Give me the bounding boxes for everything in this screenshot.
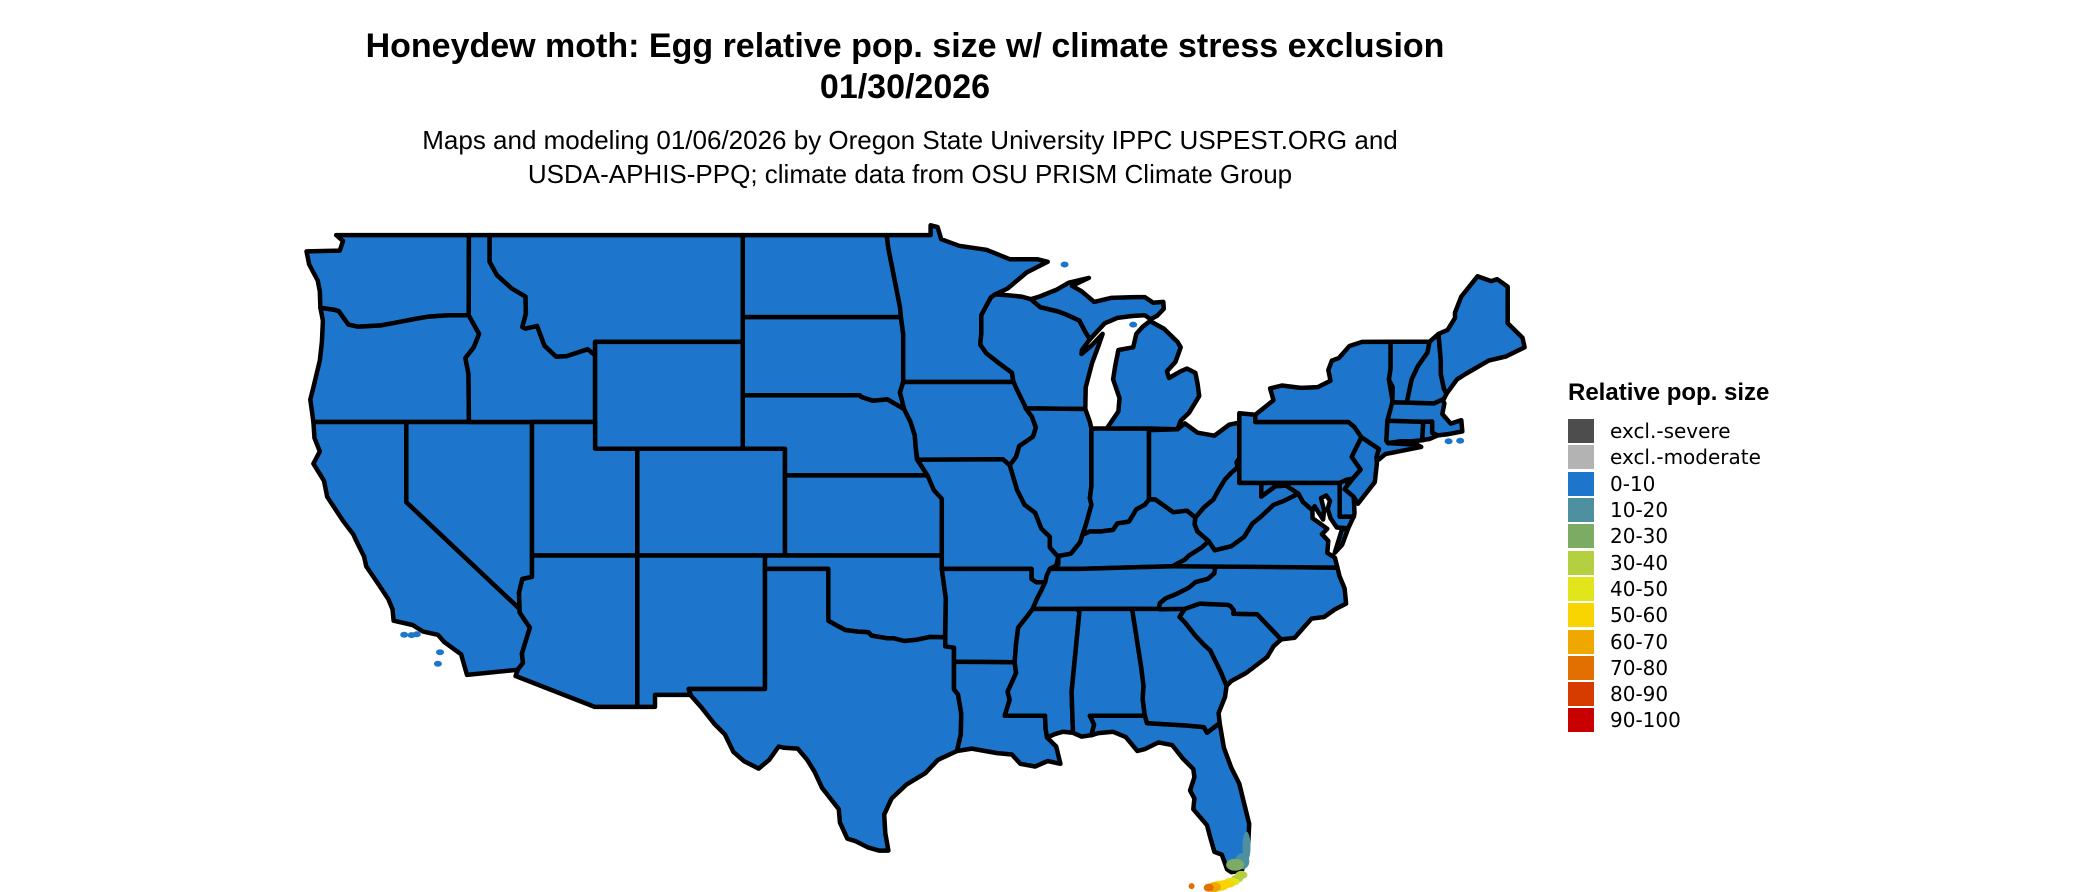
hotspot-florida-tip [1226, 858, 1245, 871]
legend-title: Relative pop. size [1568, 379, 1770, 406]
legend-label: excl.-moderate [1610, 445, 1761, 470]
legend-label: 60-70 [1610, 629, 1669, 654]
legend-label: 70-80 [1610, 655, 1669, 680]
state-miu [1028, 275, 1167, 342]
legend-color-swatch [1568, 655, 1594, 680]
state-wy [592, 339, 746, 451]
island [412, 631, 421, 638]
legend-color-swatch [1568, 445, 1594, 470]
legend-entry: excl.-moderate [1568, 444, 1769, 470]
state-nm [635, 553, 768, 710]
legend-color-swatch [1568, 498, 1594, 523]
legend-color-swatch [1568, 708, 1594, 733]
legend-color-swatch [1568, 524, 1594, 549]
legend-entry: 80-90 [1568, 681, 1769, 707]
island [1060, 261, 1069, 268]
island [1129, 321, 1138, 328]
legend-entries: excl.-severe excl.-moderate 0-10 10-20 20-30… [1568, 418, 1769, 734]
legend-label: 90-100 [1610, 708, 1681, 733]
state-nd [740, 232, 904, 320]
state-tx [686, 566, 964, 853]
legend-entry: 70-80 [1568, 655, 1769, 681]
state-or [308, 305, 482, 425]
state-fl [1087, 713, 1252, 875]
state-ct [1384, 418, 1426, 446]
legend-color-swatch [1568, 576, 1594, 601]
legend-entry: excl.-severe [1568, 418, 1769, 444]
island [1444, 438, 1453, 445]
legend-entry: 20-30 [1568, 523, 1769, 549]
legend-label: 30-40 [1610, 550, 1669, 575]
legend-entry: 10-20 [1568, 497, 1769, 523]
legend-label: 10-20 [1610, 498, 1669, 523]
legend-label: 20-30 [1610, 524, 1669, 549]
hotspot-key-west [1203, 883, 1214, 892]
legend-color-swatch [1568, 682, 1594, 707]
legend-label: 40-50 [1610, 576, 1669, 601]
state-co [635, 446, 788, 558]
island [1456, 437, 1465, 444]
island [433, 660, 442, 667]
map-attribution: Maps and modeling 01/06/2026 by Oregon S… [422, 123, 1398, 191]
legend-entry: 50-60 [1568, 602, 1769, 628]
map-title: Honeydew moth: Egg relative pop. size w/… [366, 26, 1445, 108]
map-title-line1: Honeydew moth: Egg relative pop. size w/… [365, 27, 1445, 65]
legend-color-swatch [1568, 471, 1594, 496]
legend-label: 50-60 [1610, 603, 1669, 628]
legend-entry: 0-10 [1568, 471, 1769, 497]
legend-color-swatch [1568, 629, 1594, 654]
legend-color-swatch [1568, 419, 1594, 444]
map-title-date: 01/30/2026 [819, 68, 991, 106]
legend-entry: 30-40 [1568, 549, 1769, 575]
attribution-line1: Maps and modeling 01/06/2026 by Oregon S… [422, 125, 1398, 155]
attribution-line2: USDA-APHIS-PPQ; climate data from OSU PR… [527, 159, 1293, 189]
legend-entry: 60-70 [1568, 628, 1769, 654]
state-mil [1104, 318, 1202, 432]
state-ks [782, 473, 945, 558]
legend-label: 0-10 [1610, 471, 1656, 496]
legend-entry: 90-100 [1568, 707, 1769, 733]
state-md [1259, 480, 1356, 531]
state-nc [1156, 563, 1349, 642]
state-az [513, 553, 640, 710]
island [400, 631, 409, 638]
legend-entry: 40-50 [1568, 576, 1769, 602]
state-vae [1332, 526, 1351, 556]
legend-color-swatch [1568, 603, 1594, 628]
state-me [1436, 274, 1527, 396]
island [436, 649, 444, 656]
legend-color-swatch [1568, 550, 1594, 575]
map-legend: Relative pop. size excl.-severe excl.-mod… [1568, 379, 1769, 734]
legend-label: 80-90 [1610, 682, 1669, 707]
hotspot-dry-tortugas [1188, 883, 1195, 890]
legend-label: excl.-severe [1610, 419, 1731, 444]
